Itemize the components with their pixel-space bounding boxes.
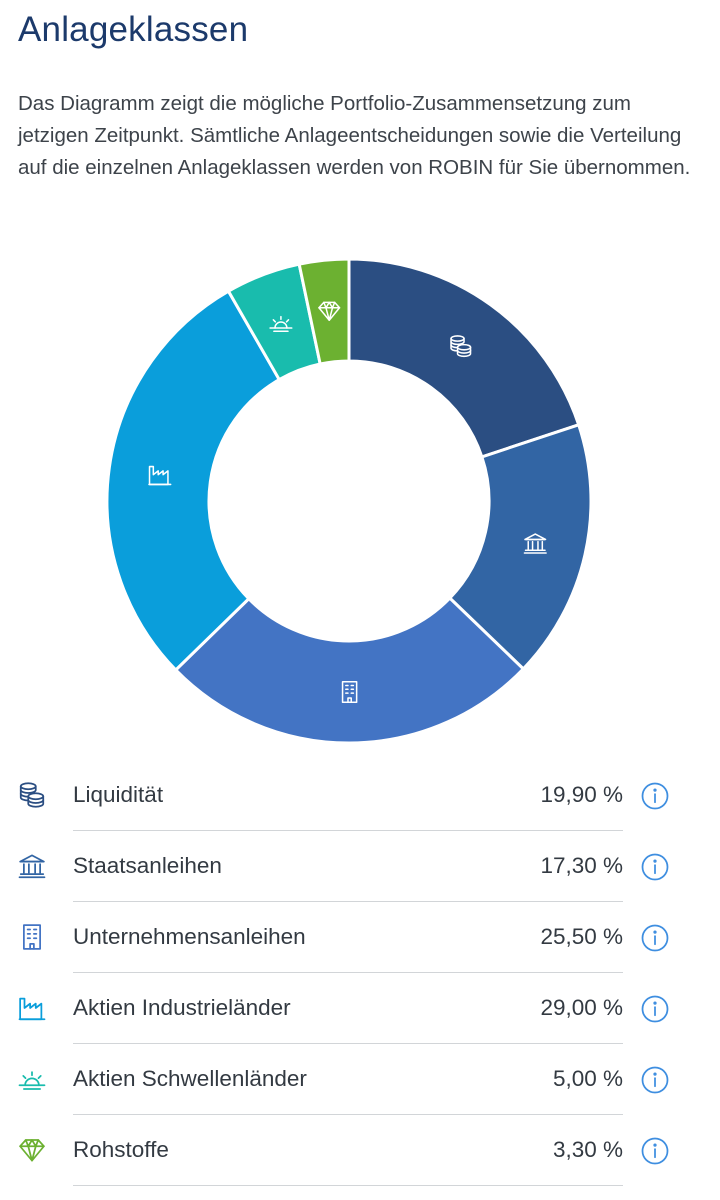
- info-icon[interactable]: [640, 1136, 670, 1166]
- building-icon: [341, 680, 358, 704]
- legend-value: 5,00 %: [552, 1066, 623, 1091]
- diamond-icon: [318, 301, 341, 321]
- divider: [73, 971, 623, 973]
- page-description: Das Diagramm zeigt die mögliche Portfoli…: [18, 92, 691, 179]
- info-icon[interactable]: [640, 1065, 670, 1095]
- building-icon: [17, 922, 47, 952]
- legend-list: Liquidität 19,90 % Staatsanleihen 17,30 % Un…: [0, 760, 720, 1186]
- legend-row: Aktien Schwellenländer 5,00 %: [0, 1044, 720, 1115]
- divider: [73, 1042, 623, 1044]
- sunrise-icon: [269, 315, 293, 332]
- legend-row: Aktien Industrieländer 29,00 %: [0, 973, 720, 1044]
- donut-chart-svg: [105, 257, 593, 745]
- legend-label: Unternehmensanleihen: [73, 924, 306, 949]
- legend-row: Liquidität 19,90 %: [0, 760, 720, 831]
- factory-icon: [148, 465, 172, 486]
- divider: [73, 900, 623, 902]
- factory-icon: [17, 993, 47, 1023]
- bank-icon: [523, 533, 547, 554]
- info-icon[interactable]: [640, 923, 670, 953]
- coins-icon: [17, 780, 47, 810]
- donut-chart: [0, 240, 720, 760]
- info-icon[interactable]: [640, 781, 670, 811]
- info-icon[interactable]: [640, 852, 670, 882]
- donut-slice-6[interactable]: [297, 257, 351, 366]
- legend-row: Rohstoffe 3,30 %: [0, 1115, 720, 1186]
- legend-label: Staatsanleihen: [73, 853, 222, 878]
- legend-label: Rohstoffe: [73, 1137, 169, 1162]
- donut-slice-4[interactable]: [105, 289, 282, 673]
- bank-icon: [17, 851, 47, 881]
- legend-value: 3,30 %: [552, 1137, 623, 1162]
- legend-value: 17,30 %: [540, 853, 623, 878]
- diamond-icon: [17, 1135, 47, 1165]
- info-icon[interactable]: [640, 994, 670, 1024]
- page-title: Anlageklassen: [18, 10, 249, 49]
- divider: [73, 829, 623, 831]
- legend-row: Unternehmensanleihen 25,50 %: [0, 902, 720, 973]
- divider: [73, 1113, 623, 1115]
- legend-value: 19,90 %: [540, 782, 623, 807]
- legend-label: Aktien Schwellenländer: [73, 1066, 307, 1091]
- legend-value: 25,50 %: [540, 924, 623, 949]
- sunrise-icon: [17, 1064, 47, 1094]
- donut-slice-1[interactable]: [347, 257, 581, 459]
- donut-slice-2[interactable]: [447, 422, 593, 671]
- divider: [73, 1184, 623, 1186]
- legend-label: Aktien Industrieländer: [73, 995, 291, 1020]
- donut-slice-3[interactable]: [173, 595, 526, 745]
- legend-label: Liquidität: [73, 782, 164, 807]
- legend-value: 29,00 %: [540, 995, 623, 1020]
- coins-icon: [450, 335, 472, 358]
- legend-row: Staatsanleihen 17,30 %: [0, 831, 720, 902]
